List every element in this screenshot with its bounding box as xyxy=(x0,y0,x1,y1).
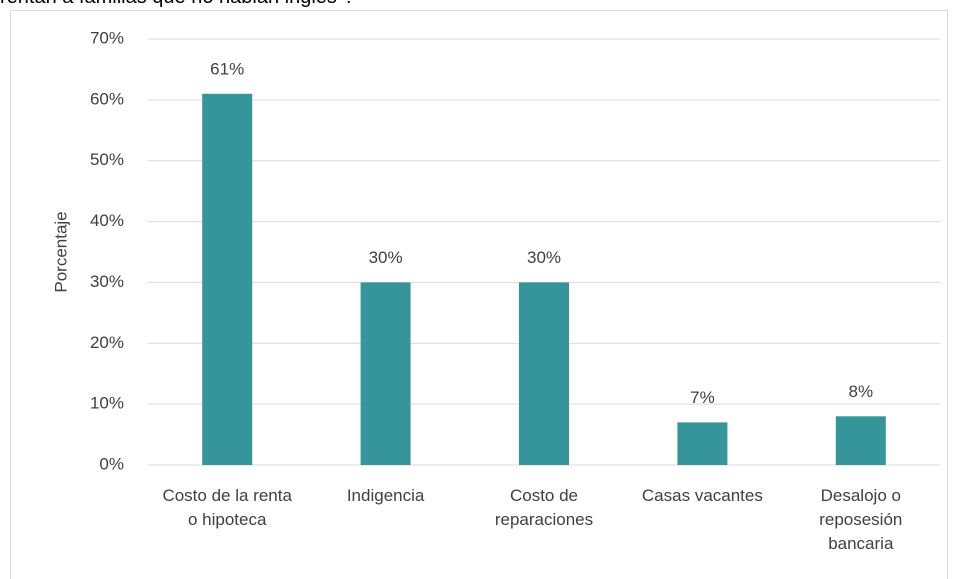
chart-border xyxy=(10,10,948,579)
y-tick-label: 30% xyxy=(90,272,124,291)
bar xyxy=(677,422,728,465)
x-tick-label: Indigencia xyxy=(346,486,425,505)
y-tick-label: 70% xyxy=(90,28,124,47)
data-label: 30% xyxy=(369,248,403,267)
y-tick-label: 60% xyxy=(90,89,124,108)
y-tick-label: 0% xyxy=(99,454,124,473)
data-label: 7% xyxy=(690,388,715,407)
x-tick-label: Desalojo o reposesión bancaria xyxy=(819,486,903,553)
y-tick-label: 20% xyxy=(90,333,124,352)
bar xyxy=(202,93,253,466)
y-tick-label: 40% xyxy=(90,211,124,230)
x-tick-label: Casas vacantes xyxy=(641,486,763,505)
y-tick-label: 50% xyxy=(90,150,124,169)
chart-title: rentan a familias que no hablan inglés”? xyxy=(0,0,355,9)
data-label: 30% xyxy=(527,248,561,267)
y-axis-label: Porcentaje xyxy=(51,211,70,292)
bar xyxy=(519,282,569,465)
data-label: 61% xyxy=(210,59,244,78)
bar xyxy=(360,282,411,465)
y-tick-label: 10% xyxy=(90,394,124,413)
data-label: 8% xyxy=(849,382,874,401)
bar xyxy=(835,416,886,465)
x-tick-label: Costo de reparaciones xyxy=(494,486,594,529)
x-tick-label: Costo de la renta o hipoteca xyxy=(162,486,292,529)
